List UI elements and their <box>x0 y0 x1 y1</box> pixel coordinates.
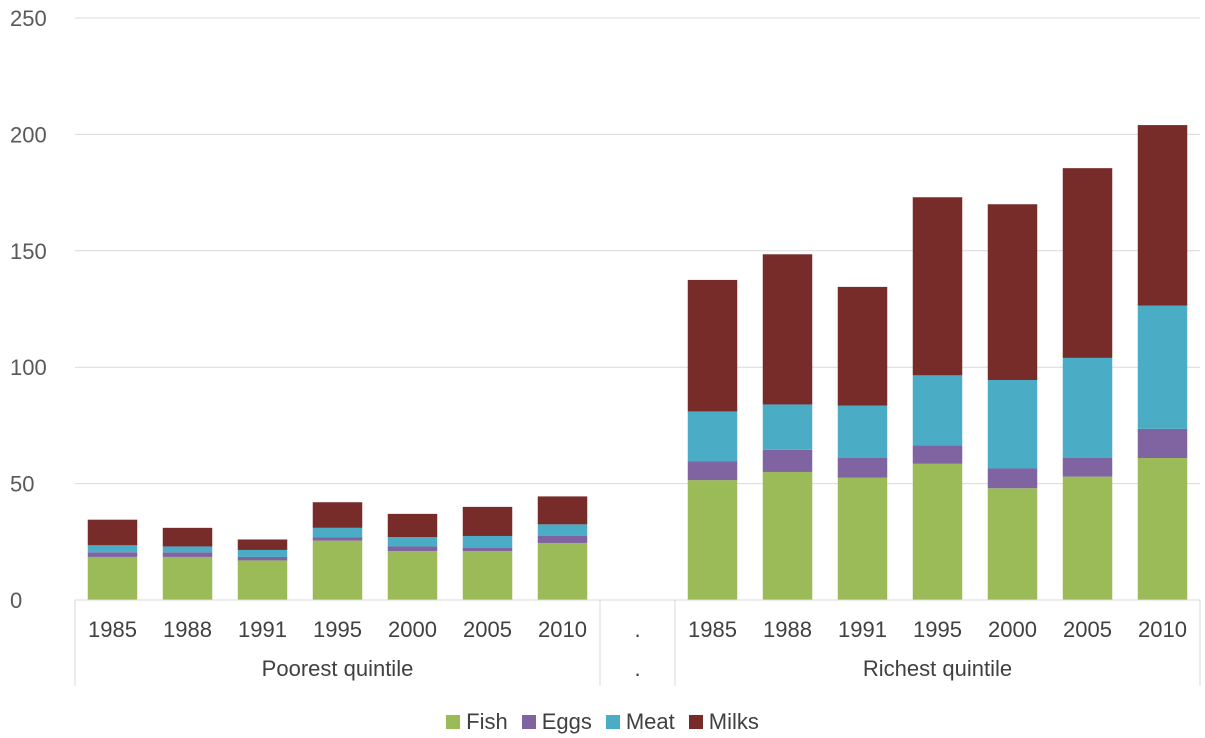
bars <box>87 125 1188 600</box>
x-category-labels: 1985 1988 1991 1995 2000 2005 2010. 1985 1988 199… <box>88 617 1187 642</box>
legend-label: Fish <box>466 709 508 734</box>
x-category-label: 1985 <box>88 617 137 642</box>
bar-segment-eggs <box>687 461 738 481</box>
bar-segment-milks <box>462 506 513 536</box>
bar-segment-milks <box>762 254 813 405</box>
bar-segment-meat <box>987 380 1038 469</box>
x-category-label: 2005 <box>1063 617 1112 642</box>
bar-segment-meat <box>462 535 513 548</box>
bar-segment-fish <box>162 556 213 600</box>
x-category-label: 1991 <box>238 617 287 642</box>
x-category-label: 2010 <box>538 617 587 642</box>
x-category-label: 2000 <box>388 617 437 642</box>
bar-segment-milks <box>312 502 363 528</box>
bar-segment-milks <box>87 519 138 546</box>
bar-segment-milks <box>387 513 438 538</box>
bar-segment-fish <box>387 551 438 600</box>
legend-label: Eggs <box>541 709 592 734</box>
legend: Fish Eggs Meat Milks <box>0 706 1205 738</box>
y-tick-label: 50 <box>10 472 34 497</box>
bar-segment-fish <box>312 540 363 600</box>
bar-segment-eggs <box>387 546 438 552</box>
y-tick-label: 100 <box>10 355 47 380</box>
bar-segment-meat <box>1137 305 1188 429</box>
x-category-label: 1991 <box>838 617 887 642</box>
x-group-label: Poorest quintile <box>262 656 414 681</box>
x-category-label: . <box>634 617 640 642</box>
bar-segment-milks <box>537 496 588 525</box>
bar-segment-meat <box>537 524 588 536</box>
bar-segment-meat <box>237 549 288 557</box>
y-tick-label: 250 <box>10 6 47 31</box>
bar-segment-eggs <box>87 552 138 557</box>
bar-segment-fish <box>537 542 588 600</box>
x-category-label: 1988 <box>763 617 812 642</box>
legend-swatch <box>605 715 620 729</box>
bar-segment-meat <box>387 537 438 547</box>
bar-segment-meat <box>1062 357 1113 458</box>
x-group-label: . <box>634 656 640 681</box>
legend-swatch <box>446 715 461 729</box>
bar-segment-eggs <box>162 552 213 557</box>
legend-item-fish: Fish <box>446 709 508 735</box>
y-tick-label: 150 <box>10 239 47 264</box>
bar-segment-fish <box>987 488 1038 600</box>
x-group-labels: Poorest quintile. Richest quintile <box>262 656 1012 681</box>
x-axis <box>74 599 1201 686</box>
bar-segment-fish <box>237 560 288 600</box>
x-category-label: 2000 <box>988 617 1037 642</box>
x-category-label: 2005 <box>463 617 512 642</box>
legend-label: Milks <box>708 709 759 734</box>
x-category-label: 2010 <box>1138 617 1187 642</box>
bar-segment-fish <box>762 471 813 600</box>
x-category-label: 1995 <box>913 617 962 642</box>
x-category-label: 1995 <box>313 617 362 642</box>
bar-segment-eggs <box>537 535 588 543</box>
x-group-label: Richest quintile <box>863 656 1012 681</box>
bar-segment-fish <box>462 551 513 600</box>
y-tick-label: 0 <box>10 588 22 613</box>
bar-segment-milks <box>162 527 213 547</box>
bar-segment-fish <box>1137 457 1188 600</box>
bar-segment-eggs <box>912 445 963 464</box>
bar-segment-fish <box>87 556 138 600</box>
bar-segment-eggs <box>1137 428 1188 458</box>
legend-swatch <box>688 715 703 729</box>
bar-segment-eggs <box>1062 457 1113 477</box>
legend-label: Meat <box>625 709 675 734</box>
bar-segment-meat <box>912 375 963 446</box>
bar-segment-milks <box>912 197 963 376</box>
bar-segment-fish <box>1062 476 1113 600</box>
bar-segment-milks <box>987 204 1038 381</box>
bar-segment-meat <box>837 405 888 458</box>
legend-item-meat: Meat <box>605 709 675 735</box>
bar-segment-milks <box>837 286 888 406</box>
bar-segment-meat <box>762 404 813 450</box>
bar-segment-eggs <box>837 457 888 478</box>
bar-segment-meat <box>312 527 363 538</box>
legend-swatch <box>521 715 536 729</box>
bar-segment-eggs <box>312 537 363 541</box>
stacked-bar-chart: 0 50 100 150 200 250 1985 1988 1991 1995 2000 2005… <box>10 6 1201 686</box>
bar-segment-meat <box>87 545 138 553</box>
bar-segment-eggs <box>237 556 288 561</box>
bar-segment-meat <box>687 411 738 462</box>
legend-item-eggs: Eggs <box>521 709 592 735</box>
bar-segment-fish <box>837 477 888 600</box>
bar-segment-meat <box>162 546 213 553</box>
bar-segment-fish <box>912 463 963 600</box>
bar-segment-milks <box>687 279 738 412</box>
y-axis-ticks: 0 50 100 150 200 250 <box>10 6 47 613</box>
bar-segment-eggs <box>462 547 513 552</box>
bar-segment-eggs <box>762 449 813 472</box>
x-category-label: 1985 <box>688 617 737 642</box>
bar-segment-milks <box>1062 168 1113 358</box>
legend-item-milks: Milks <box>688 709 759 735</box>
bar-segment-eggs <box>987 468 1038 489</box>
bar-segment-milks <box>237 539 288 550</box>
x-category-label: 1988 <box>163 617 212 642</box>
bar-segment-milks <box>1137 125 1188 306</box>
bar-segment-fish <box>687 480 738 600</box>
y-tick-label: 200 <box>10 122 47 147</box>
